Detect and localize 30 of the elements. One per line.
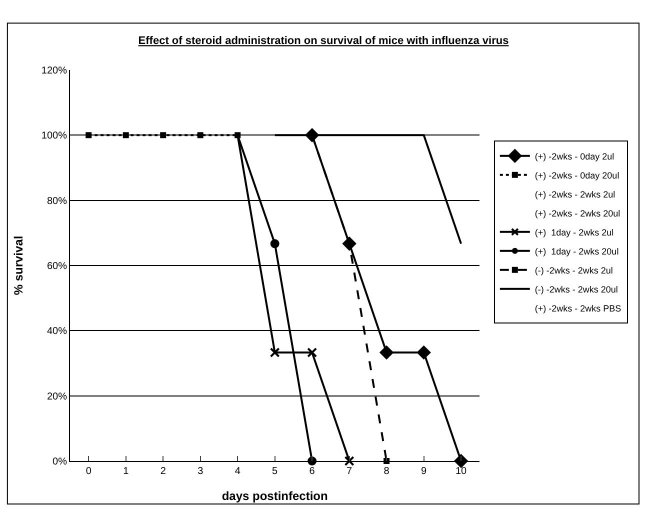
y-tick-label: 120%	[41, 66, 68, 76]
legend-label: (+) -2wks - 0day 2ul	[534, 151, 614, 162]
x-tick-label: 0	[86, 466, 92, 477]
x-tick-label: 10	[455, 466, 468, 477]
legend-label: (+) -2wks - 0day 20ul	[534, 170, 620, 180]
y-tick-label: 20%	[46, 391, 68, 402]
x-tick-label: 7	[346, 466, 353, 477]
y-tick-label: 60%	[46, 261, 68, 272]
y-tick-label: 0%	[52, 456, 68, 468]
x-tick-label: 2	[160, 466, 166, 477]
x-tick-label: 6	[309, 466, 316, 477]
y-tick-label: 100%	[41, 130, 68, 142]
text: (+) -2wks - 2wks 2ul	[534, 189, 616, 200]
text: (+) -2wks - 2wks 20ul	[534, 208, 620, 218]
x-tick-label: 8	[384, 466, 390, 477]
legend-label: (+) 1day - 2wks 20ul	[534, 246, 619, 256]
text: (+) -2wks - 2wks PBS	[534, 303, 622, 314]
y-tick-label: 40%	[46, 326, 68, 338]
legend-label: (+) 1day - 2wks 2ul	[534, 227, 614, 238]
x-tick-label: 5	[272, 466, 278, 477]
x-tick-label: 4	[234, 466, 241, 477]
x-axis-title: days postinfection	[222, 488, 328, 503]
chart-title: Effect of steroid administration on survival of mice with influenza virus	[138, 35, 509, 48]
legend-label: (-) -2wks - 2wks 20ul	[534, 284, 618, 294]
x-tick-label: 9	[421, 466, 428, 477]
x-tick-label: 3	[198, 466, 204, 477]
y-axis-title: % survival	[12, 236, 26, 296]
y-tick-label: 80%	[46, 196, 68, 207]
x-tick-label: 1	[123, 466, 130, 477]
legend-label: (-) -2wks - 2wks 2ul	[534, 265, 613, 276]
